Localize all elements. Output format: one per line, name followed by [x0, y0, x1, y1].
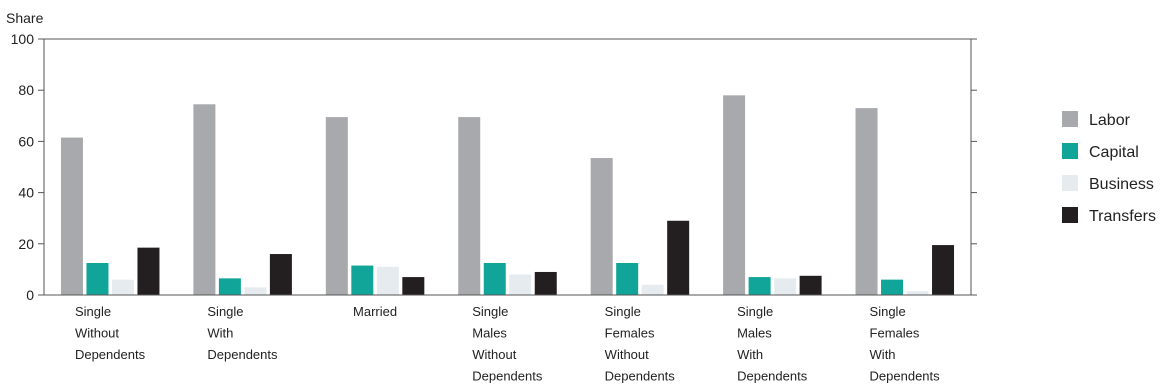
bar-business-7 — [906, 291, 929, 295]
category-label: Dependents — [737, 369, 808, 384]
category-label: Single — [472, 304, 508, 319]
category-label: Single — [870, 304, 906, 319]
bar-labor-7 — [855, 108, 878, 296]
bar-capital-6 — [748, 277, 771, 295]
category-label: Dependents — [207, 347, 278, 362]
bar-capital-7 — [881, 279, 904, 295]
category-label: Married — [353, 304, 397, 319]
legend-label-capital: Capital — [1089, 144, 1139, 161]
category-label: Without — [75, 326, 119, 341]
bar-labor-2 — [193, 104, 216, 295]
y-tick-label: 100 — [11, 31, 35, 47]
category-label: Single — [207, 304, 243, 319]
category-label: Males — [472, 326, 507, 341]
bars — [60, 95, 955, 296]
legend-label-business: Business — [1089, 176, 1154, 193]
bar-capital-5 — [616, 263, 639, 295]
bar-transfers-1 — [137, 247, 160, 295]
bar-transfers-5 — [667, 220, 690, 295]
bar-business-1 — [111, 279, 134, 295]
legend-label-labor: Labor — [1089, 112, 1131, 129]
bar-capital-3 — [351, 265, 374, 295]
bar-labor-5 — [590, 158, 613, 295]
category-label: Dependents — [870, 369, 941, 384]
category-label: Males — [737, 326, 772, 341]
category-label: With — [870, 347, 896, 362]
category-label: With — [737, 347, 763, 362]
y-tick-label: 80 — [18, 82, 34, 98]
category-label: Dependents — [605, 369, 676, 384]
y-tick-label: 60 — [18, 133, 34, 149]
y-tick-label: 0 — [26, 287, 34, 303]
bar-labor-3 — [325, 117, 348, 295]
legend-label-transfers: Transfers — [1089, 208, 1156, 225]
y-axis-title: Share — [6, 10, 44, 26]
bar-capital-2 — [218, 278, 241, 295]
bar-business-5 — [641, 284, 664, 295]
bar-business-4 — [509, 274, 532, 295]
y-tick-label: 20 — [18, 236, 34, 252]
legend-swatch-transfers — [1062, 207, 1078, 223]
bar-business-6 — [774, 278, 797, 295]
category-labels: Single Without Dependents Single With Depende… — [75, 304, 940, 384]
category-label: Females — [605, 326, 655, 341]
bar-labor-4 — [458, 117, 481, 295]
bar-capital-1 — [86, 263, 109, 295]
legend-swatch-labor — [1062, 111, 1078, 127]
category-label: With — [207, 326, 233, 341]
legend-swatch-business — [1062, 175, 1078, 191]
bar-labor-1 — [60, 137, 83, 295]
bar-transfers-3 — [402, 277, 425, 295]
bar-capital-4 — [483, 263, 506, 295]
bar-transfers-6 — [799, 275, 822, 295]
bar-transfers-4 — [534, 271, 557, 295]
y-axis-ticks: 0 20 40 60 80 100 — [11, 31, 977, 303]
category-label: Dependents — [472, 369, 543, 384]
category-label: Single — [605, 304, 641, 319]
legend: Labor Capital Business Transfers — [1062, 111, 1156, 225]
legend-swatch-capital — [1062, 143, 1078, 159]
bar-transfers-2 — [269, 254, 292, 295]
category-label: Without — [472, 347, 516, 362]
category-label: Without — [605, 347, 649, 362]
bar-labor-6 — [723, 95, 746, 295]
bar-business-3 — [376, 266, 399, 295]
category-label: Females — [870, 326, 920, 341]
bar-business-2 — [244, 287, 267, 295]
plot-frame — [43, 38, 972, 296]
bar-transfers-7 — [932, 245, 955, 295]
category-label: Single — [737, 304, 773, 319]
category-label: Dependents — [75, 347, 146, 362]
category-label: Single — [75, 304, 111, 319]
y-tick-label: 40 — [18, 185, 34, 201]
